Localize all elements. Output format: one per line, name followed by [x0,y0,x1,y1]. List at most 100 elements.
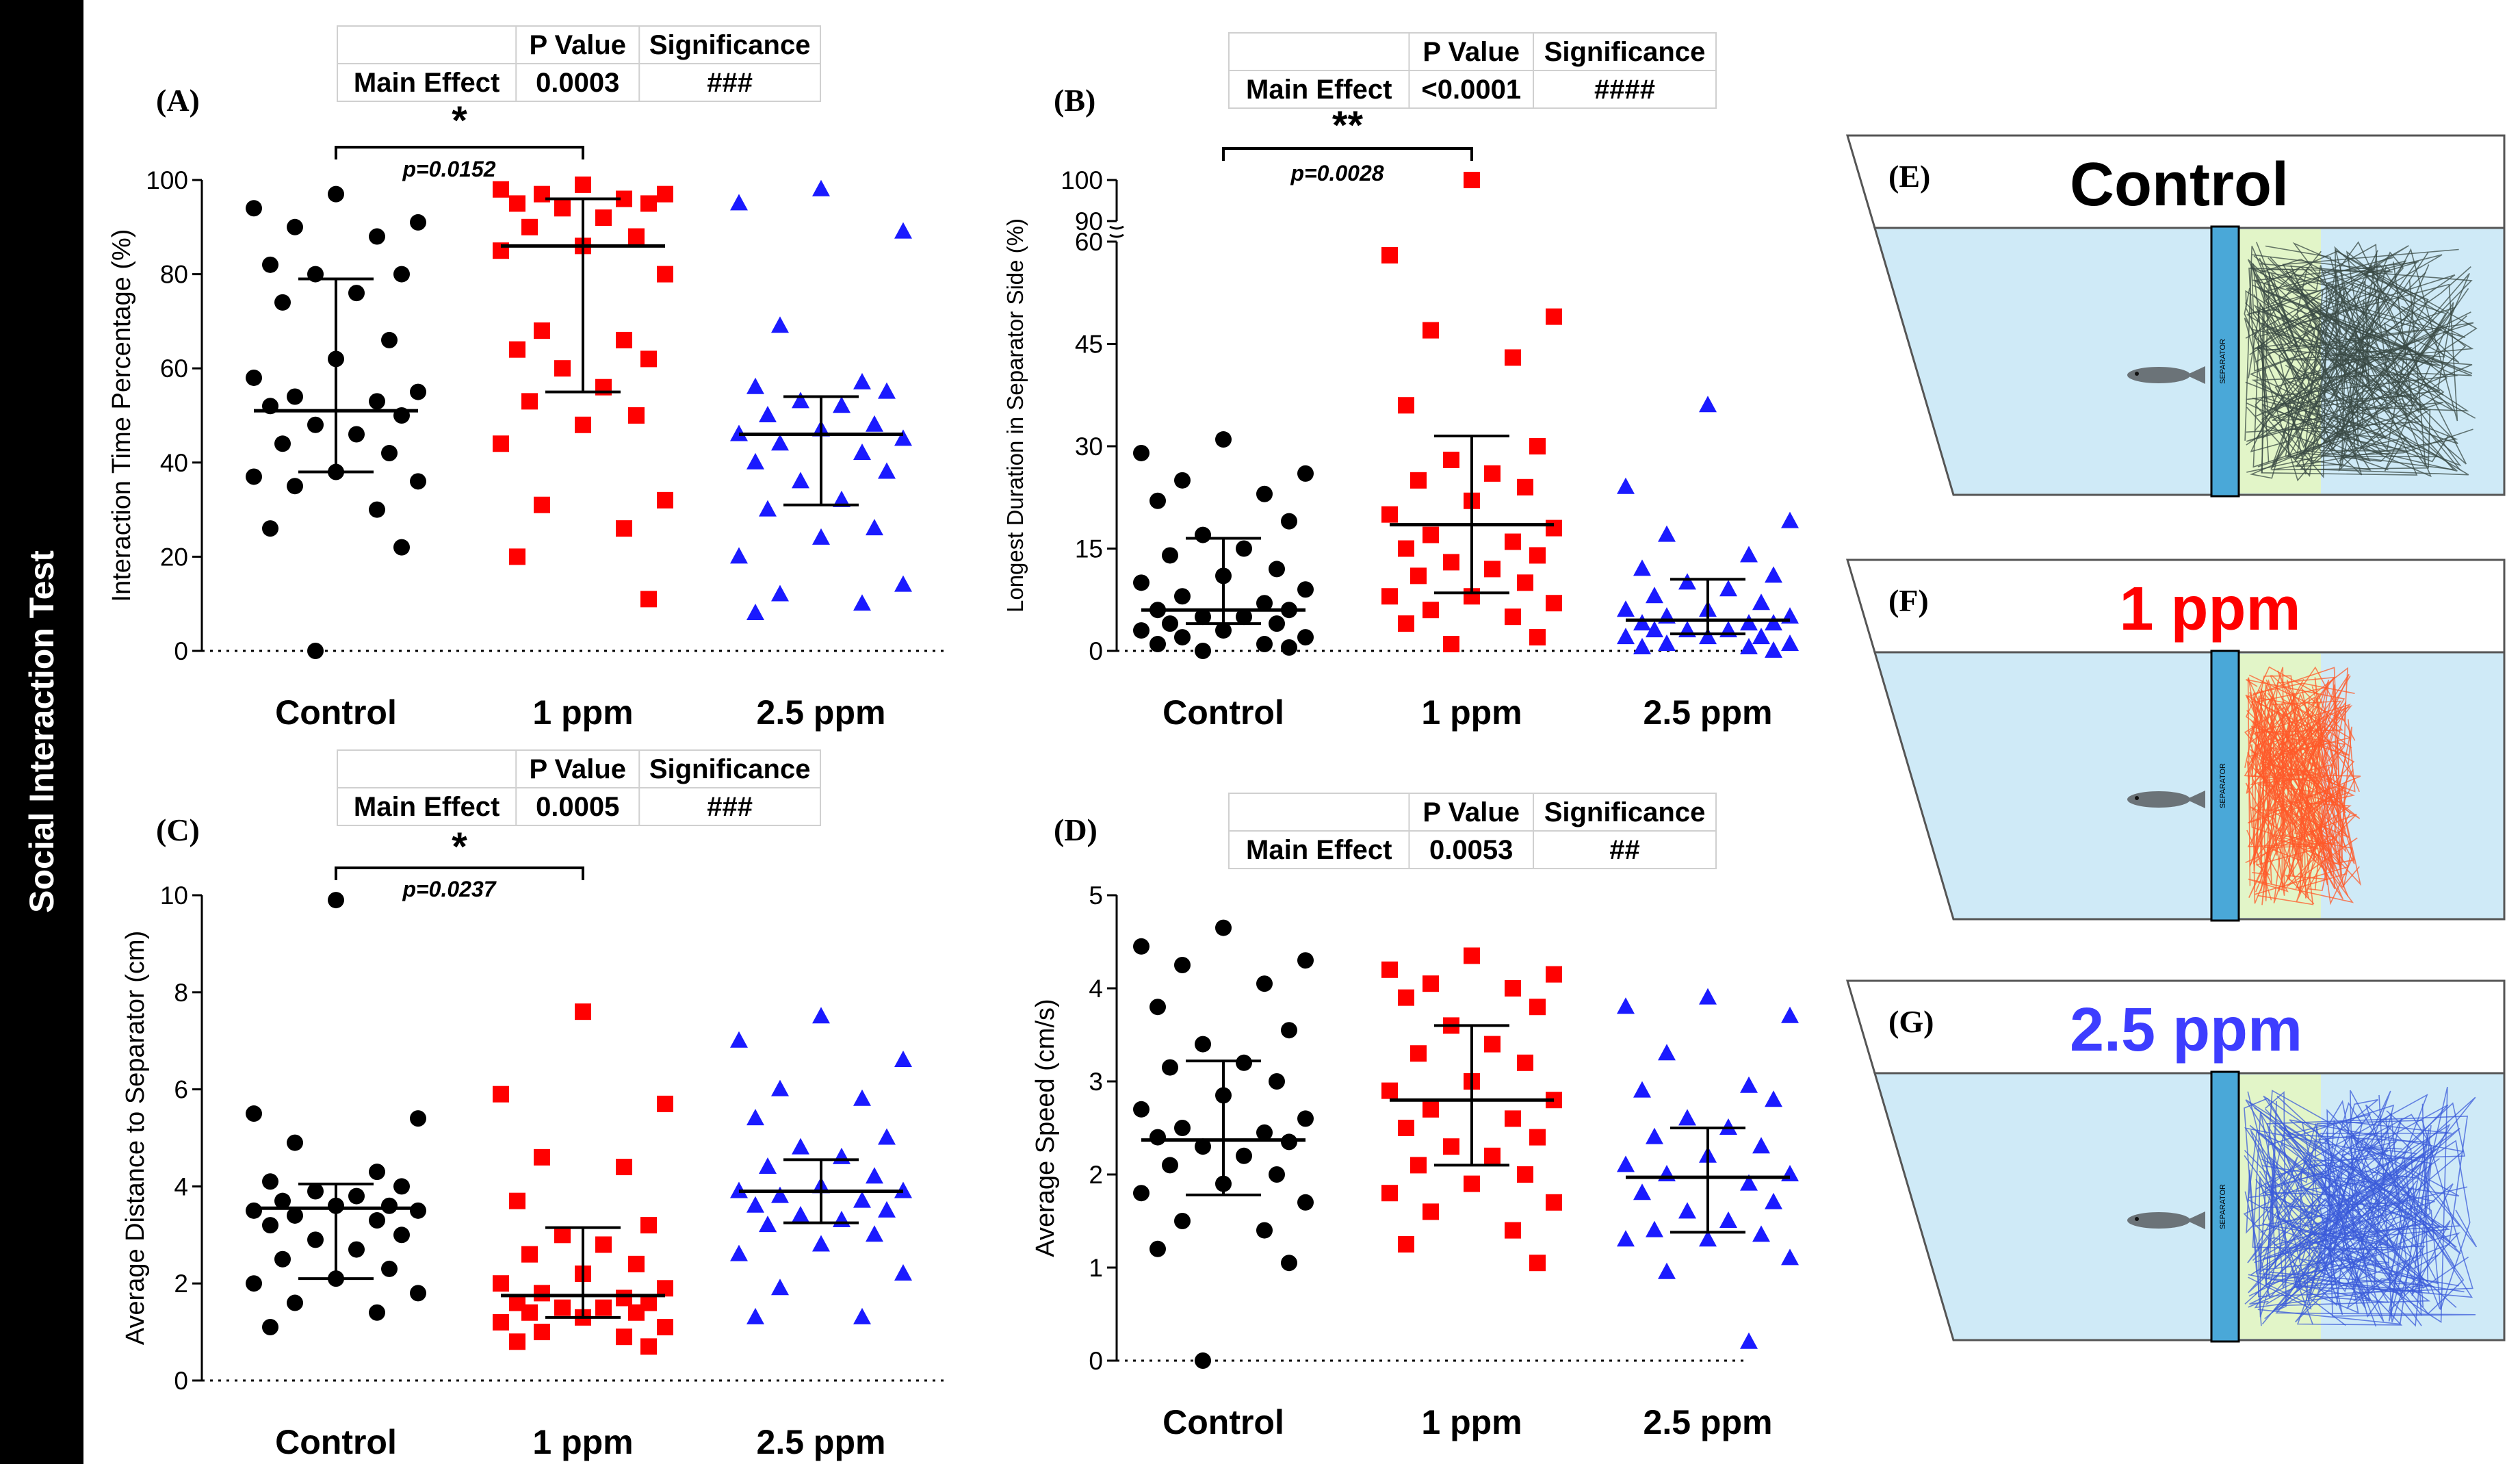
data-point [894,222,912,239]
data-point [657,1095,673,1112]
data-point [1174,1120,1191,1136]
data-point [1381,1082,1398,1099]
data-point [1529,999,1546,1016]
main-effect-label: Main Effect [1246,75,1392,105]
swim-trace [2248,254,2429,459]
data-point [1149,1129,1166,1146]
data-point [792,1138,809,1155]
y-axis-label: Interaction Time Percentage (%) [107,229,136,602]
data-point [1381,961,1398,978]
data-point [1617,1230,1635,1247]
significance-header: Significance [649,30,811,60]
data-point [812,1007,830,1024]
data-point [1633,1081,1651,1098]
data-point [640,1338,657,1355]
data-point [1658,1044,1676,1061]
data-point [410,1285,426,1302]
data-point [1740,1076,1758,1093]
data-point [1215,622,1232,639]
swim-trace [2248,674,2354,903]
swim-trace [2245,264,2356,458]
data-point [554,1299,571,1316]
data-point [1410,1045,1427,1062]
data-point [1149,492,1166,509]
data-point [1529,1129,1546,1146]
data-point [1398,540,1414,557]
data-point [1546,595,1562,612]
data-point [381,445,398,462]
swim-trace [2248,1109,2476,1317]
data-point [657,266,673,283]
swim-trace [2262,1118,2421,1305]
data-point [348,1241,365,1258]
data-point [1281,1255,1297,1272]
swim-trace [2245,245,2474,362]
data-point [1617,997,1635,1014]
y-tick-label: 2 [174,1270,188,1298]
data-point [878,1200,896,1218]
swim-trace [2255,254,2443,478]
swim-trace [2264,279,2456,471]
swim-traces [2244,241,2478,482]
data-point [493,435,509,452]
series-1 [493,176,673,608]
series-2 [730,1007,912,1324]
swim-trace [2244,675,2351,867]
data-point [1236,608,1252,626]
axis-break-mark [1109,233,1124,238]
data-point [1484,1036,1501,1053]
data-point [1633,638,1651,655]
data-point [1133,1101,1149,1118]
data-point [287,478,303,495]
panel-label: (B) [1054,83,1095,118]
significance-stars: ** [1332,103,1364,148]
data-point [1529,629,1546,646]
data-point [1149,1240,1166,1257]
y-tick-label: 8 [174,979,188,1007]
panel-label: (A) [156,83,200,118]
data-point [1781,634,1799,652]
data-point [262,520,278,537]
data-point [1781,1248,1799,1266]
data-point [1297,952,1314,969]
data-point [1484,465,1501,482]
data-point [792,1205,809,1222]
swim-trace [2255,687,2317,901]
stats-table: P Value Significance Main Effect 0.0003 ### [337,25,821,102]
panel-label: (F) [1888,583,1929,618]
y-tick-label: 0 [1089,637,1103,665]
data-point [1752,1137,1770,1154]
data-point [1740,545,1758,563]
data-point [1297,1110,1314,1127]
swim-trace [2255,311,2471,462]
data-point [1517,1166,1533,1183]
data-point [410,383,426,400]
data-point [1752,593,1770,611]
y-tick-label: 30 [1075,433,1103,461]
data-point [771,316,789,333]
data-point [287,218,303,235]
swim-trace [2248,1148,2437,1269]
significance-header: Significance [1544,37,1706,67]
category-label: Control [275,1423,397,1461]
data-point [1517,478,1533,496]
separator-label: SEPARATOR [2219,339,2227,384]
data-point [759,1216,777,1233]
data-point [393,266,410,283]
swim-trace [2265,245,2420,452]
data-point [640,1217,657,1234]
data-point [1398,1236,1414,1253]
data-point [1423,975,1439,992]
data-point [1256,595,1273,612]
swim-trace [2257,1128,2469,1325]
data-point [1505,980,1521,997]
data-point [1484,1147,1501,1164]
data-point [1297,581,1314,598]
panel-label: (C) [156,812,200,847]
category-label: Control [1162,1403,1284,1441]
data-point [595,209,612,227]
data-point [1658,634,1676,652]
data-point [287,1207,303,1224]
data-point [1269,1166,1285,1183]
